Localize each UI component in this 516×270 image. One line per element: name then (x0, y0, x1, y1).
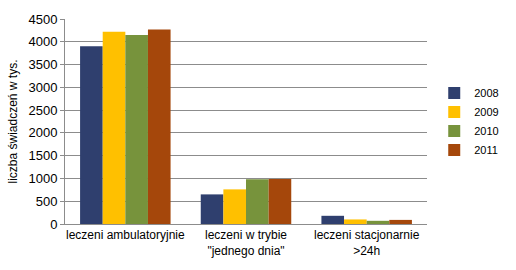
svg-text:2008: 2008 (474, 87, 498, 99)
svg-text:2000: 2000 (28, 125, 57, 140)
svg-text:2009: 2009 (474, 106, 498, 118)
svg-text:4000: 4000 (28, 34, 57, 49)
svg-text:2500: 2500 (28, 103, 57, 118)
svg-text:0: 0 (50, 217, 57, 232)
svg-text:1500: 1500 (28, 148, 57, 163)
svg-text:4500: 4500 (28, 12, 57, 27)
svg-text:liczba świadczeń w tys.: liczba świadczeń w tys. (6, 59, 20, 183)
svg-text:leczeni ambulatoryjnie: leczeni ambulatoryjnie (66, 228, 185, 242)
svg-text:3500: 3500 (28, 57, 57, 72)
svg-text:3000: 3000 (28, 80, 57, 95)
svg-text:leczeni w trybie"jednego dnia": leczeni w trybie"jednego dnia" (205, 228, 287, 258)
svg-text:2011: 2011 (474, 144, 498, 156)
svg-text:1000: 1000 (28, 171, 57, 186)
svg-text:leczeni stacjonarnie>24h: leczeni stacjonarnie>24h (314, 228, 420, 258)
svg-text:500: 500 (36, 194, 58, 209)
svg-text:2010: 2010 (474, 125, 498, 137)
